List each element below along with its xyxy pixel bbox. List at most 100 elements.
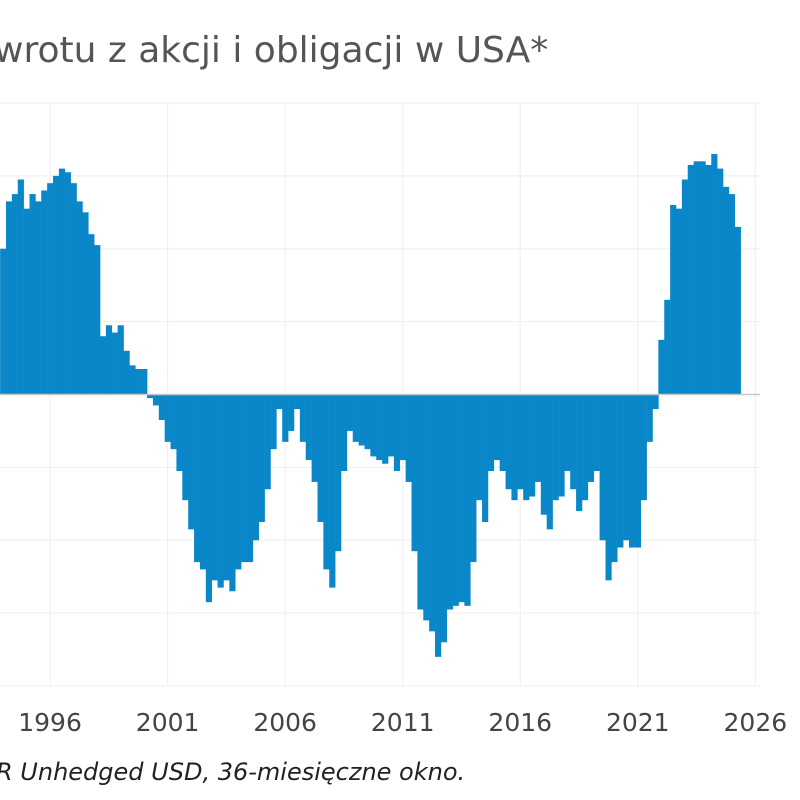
x-tick-label: 2016 (488, 708, 552, 737)
bar (711, 154, 718, 395)
bar (687, 164, 694, 395)
bar (41, 190, 48, 395)
bar (317, 394, 324, 523)
bar (605, 394, 612, 581)
bar (417, 394, 424, 610)
bar (58, 168, 66, 395)
bar (235, 394, 242, 570)
bar (499, 394, 506, 472)
bar (364, 394, 371, 450)
bar (123, 350, 130, 395)
bar (640, 394, 647, 501)
bar (423, 394, 430, 621)
bar (564, 394, 571, 472)
bar (664, 299, 671, 395)
bar (370, 394, 377, 457)
bar (376, 394, 383, 461)
bar (205, 394, 212, 603)
bar (440, 394, 448, 643)
bar (470, 394, 477, 563)
bar (11, 194, 19, 395)
bar (681, 179, 689, 395)
bar (693, 161, 700, 395)
bar (346, 394, 354, 431)
bar (176, 394, 183, 472)
bar (670, 205, 677, 395)
bar (634, 394, 642, 548)
bar (147, 394, 154, 399)
bar (188, 394, 195, 530)
bar (717, 168, 724, 395)
bar (241, 394, 248, 563)
bar (523, 394, 530, 501)
bar (399, 394, 406, 461)
bar (611, 394, 618, 563)
bar (728, 194, 736, 395)
bar (658, 339, 665, 395)
bar (734, 226, 741, 395)
bar (487, 394, 495, 472)
bar (223, 394, 230, 581)
bar (17, 179, 24, 395)
bar (540, 394, 547, 515)
bar (217, 394, 224, 588)
bar (170, 394, 177, 450)
bar (576, 394, 583, 512)
bar (111, 332, 118, 395)
bar (646, 394, 653, 442)
bar (94, 245, 101, 395)
bar (64, 172, 71, 395)
bar (35, 201, 42, 395)
bar (452, 394, 459, 606)
bar (199, 394, 207, 570)
bar (229, 394, 236, 592)
bar (305, 394, 312, 461)
x-tick-label: 2021 (606, 708, 670, 737)
bar (340, 394, 348, 472)
bar (288, 394, 295, 431)
bar (311, 394, 318, 482)
bar (388, 394, 395, 457)
bar (623, 394, 630, 541)
chart-title: wrotu z akcji i obligacji w USA* (0, 30, 548, 71)
bar (105, 325, 113, 395)
bar (558, 394, 565, 497)
bar (617, 394, 624, 548)
bar (435, 394, 442, 657)
x-tick-label: 2001 (136, 708, 200, 737)
bar (352, 394, 359, 442)
bar (53, 175, 60, 395)
bar (517, 394, 524, 490)
ticks: 1996 2001 2006 2011 2016 2021 2026 (0, 393, 788, 737)
bar (129, 365, 136, 395)
bar (335, 394, 342, 552)
bar (329, 394, 336, 588)
bar (358, 394, 365, 446)
bar (152, 394, 160, 406)
bars (0, 154, 741, 657)
bar (0, 248, 7, 395)
bar (158, 394, 165, 421)
bar (599, 394, 606, 541)
bar (211, 394, 218, 581)
bar (546, 394, 553, 530)
bar (258, 394, 265, 523)
bar (511, 394, 518, 501)
bar (76, 201, 83, 395)
bar (405, 394, 412, 482)
bar (699, 161, 706, 395)
bar (570, 394, 577, 490)
bar (529, 394, 536, 497)
x-tick-label: 1996 (18, 708, 82, 737)
x-tick-label: 2011 (371, 708, 435, 737)
bar (534, 394, 542, 482)
bar (47, 183, 54, 395)
bar (393, 394, 401, 472)
bar (252, 394, 260, 541)
bar (458, 394, 465, 603)
bar (652, 394, 659, 410)
bar (23, 208, 30, 395)
x-tick-label: 2026 (724, 708, 788, 737)
bar (587, 394, 595, 482)
bar (282, 394, 289, 442)
